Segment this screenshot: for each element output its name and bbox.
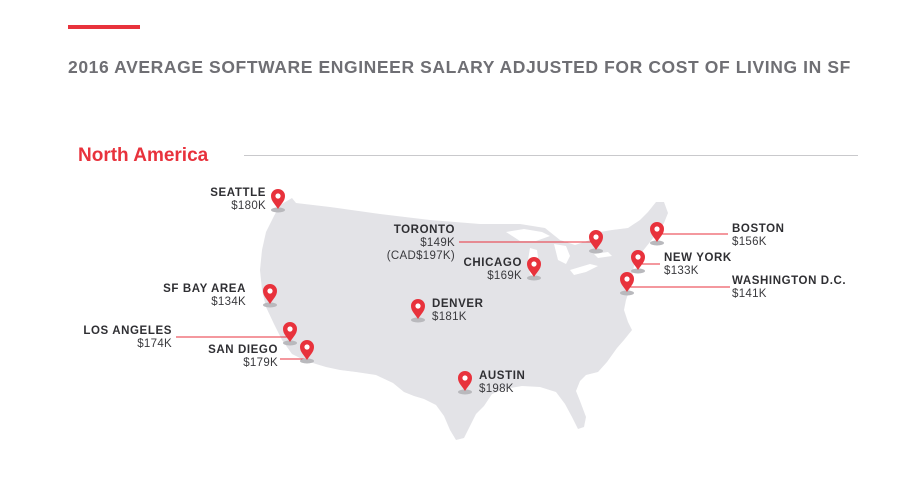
city-label-los-angeles: LOS ANGELES $174K — [70, 325, 172, 351]
map-pin-icon — [411, 299, 425, 319]
pin-center — [635, 254, 641, 260]
city-label-austin: AUSTIN $198K — [479, 370, 525, 396]
map-pin-washington-dc — [620, 272, 634, 296]
city-name: NEW YORK — [664, 252, 732, 264]
city-label-new-york: NEW YORK $133K — [664, 252, 732, 278]
map-pin-los-angeles — [283, 322, 297, 346]
region-divider — [244, 155, 858, 156]
pin-shadow — [271, 207, 285, 213]
city-salary: $156K — [732, 236, 767, 248]
city-name: SAN DIEGO — [208, 344, 278, 356]
pin-center — [624, 276, 630, 282]
pin-center — [267, 288, 273, 294]
pin-shadow — [631, 268, 645, 274]
city-label-toronto: TORONTO $149K (CAD$197K) — [360, 224, 455, 263]
city-salary: $149K — [420, 237, 455, 249]
city-name: SEATTLE — [210, 187, 266, 199]
city-label-seattle: SEATTLE $180K — [180, 187, 266, 213]
pin-center — [304, 344, 310, 350]
city-salary: $133K — [664, 265, 699, 277]
city-name: CHICAGO — [463, 257, 522, 269]
pin-center — [531, 261, 537, 267]
map-pin-icon — [589, 230, 603, 250]
map-pin-icon — [458, 371, 472, 391]
accent-bar — [68, 25, 140, 29]
region-title: North America — [78, 145, 209, 166]
pin-center — [593, 234, 599, 240]
pin-shadow — [263, 302, 277, 308]
pin-shadow — [620, 290, 634, 296]
map-pin-chicago — [527, 257, 541, 281]
map-pin-seattle — [271, 189, 285, 213]
leader-lines — [176, 233, 730, 360]
city-salary: $169K — [487, 270, 522, 282]
map-pin-icon — [527, 257, 541, 277]
map-pin-icon — [631, 250, 645, 270]
city-name: DENVER — [432, 298, 484, 310]
city-salary: $181K — [432, 311, 467, 323]
city-label-san-diego: SAN DIEGO $179K — [190, 344, 278, 370]
pin-center — [415, 303, 421, 309]
pin-shadow — [300, 358, 314, 364]
city-name: SF BAY AREA — [163, 283, 246, 295]
city-salary: $141K — [732, 288, 767, 300]
map-pin-icon — [263, 284, 277, 304]
city-name: BOSTON — [732, 223, 785, 235]
map-pin-boston — [650, 222, 664, 246]
pin-shadow — [650, 240, 664, 246]
city-salary: $174K — [137, 338, 172, 350]
pin-shadow — [458, 389, 472, 395]
map-pin-icon — [650, 222, 664, 242]
city-salary: $180K — [231, 200, 266, 212]
map-pin-toronto — [589, 230, 603, 254]
pin-center — [654, 226, 660, 232]
map-pin-icon — [620, 272, 634, 292]
city-salary: $179K — [243, 357, 278, 369]
city-label-chicago: CHICAGO $169K — [448, 257, 522, 283]
pin-shadow — [527, 275, 541, 281]
pin-center — [287, 326, 293, 332]
city-name: WASHINGTON D.C. — [732, 275, 847, 287]
city-label-denver: DENVER $181K — [432, 298, 484, 324]
city-label-sf-bay-area: SF BAY AREA $134K — [150, 283, 246, 309]
city-name: AUSTIN — [479, 370, 526, 382]
city-label-boston: BOSTON $156K — [732, 223, 785, 249]
city-name: TORONTO — [393, 224, 455, 236]
map-pin-new-york — [631, 250, 645, 274]
lake-erie — [570, 264, 598, 275]
map-pin-icon — [271, 189, 285, 209]
map-pin-icon — [283, 322, 297, 342]
lake-ontario — [594, 252, 612, 258]
pin-center — [275, 193, 281, 199]
city-salary: $198K — [479, 383, 514, 395]
pin-shadow — [411, 317, 425, 323]
pin-shadow — [283, 340, 297, 346]
page-title: 2016 AVERAGE SOFTWARE ENGINEER SALARY AD… — [68, 57, 851, 77]
map-pin-sf-bay-area — [263, 284, 277, 308]
city-salary-local: (CAD$197K) — [386, 250, 455, 262]
map-pin-icon — [300, 340, 314, 360]
map-pin-denver — [411, 299, 425, 323]
city-pins — [263, 189, 664, 395]
city-label-washington-dc: WASHINGTON D.C. $141K — [732, 275, 846, 301]
lake-superior — [506, 229, 550, 241]
city-salary: $134K — [211, 296, 246, 308]
map-pin-austin — [458, 371, 472, 395]
pin-center — [462, 375, 468, 381]
city-name: LOS ANGELES — [83, 325, 172, 337]
lake-huron — [554, 244, 570, 264]
pin-shadow — [589, 248, 603, 254]
map-pin-san-diego — [300, 340, 314, 364]
